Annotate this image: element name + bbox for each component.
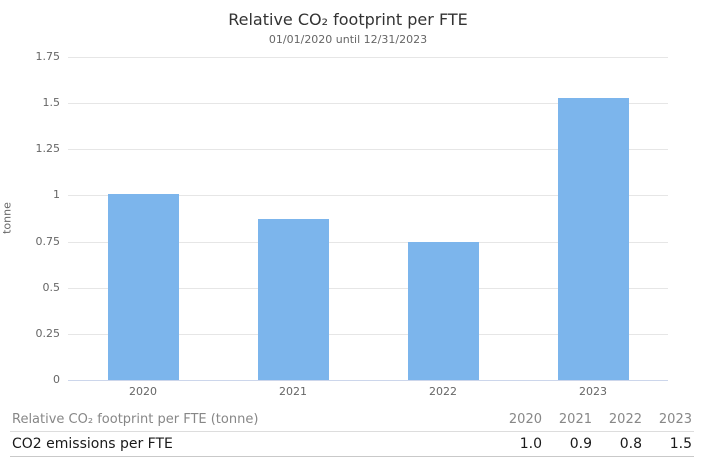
y-tick-label-0: 0 — [53, 373, 60, 386]
y-tick-label-1.75: 1.75 — [35, 50, 61, 63]
gridline-0.75 — [68, 242, 668, 243]
bar-2023[interactable] — [558, 98, 629, 380]
bar-2021[interactable] — [258, 219, 329, 380]
y-tick-label-0.75: 0.75 — [35, 235, 61, 248]
gridline-1.75 — [68, 57, 668, 58]
y-tick-label-1.25: 1.25 — [35, 142, 61, 155]
value-2022: 0.8 — [594, 431, 644, 457]
y-tick-label-0.5: 0.5 — [42, 281, 61, 294]
x-tick-label-2022: 2022 — [429, 385, 457, 398]
chart-subtitle: 01/01/2020 until 12/31/2023 — [268, 33, 428, 46]
value-2021: 0.9 — [544, 431, 594, 457]
gridline-1.25 — [68, 149, 668, 150]
table-header-row: Relative CO₂ footprint per FTE (tonne) 2… — [10, 408, 694, 432]
y-tick-label-1.5: 1.5 — [42, 96, 61, 109]
table-row: CO2 emissions per FTE 1.0 0.9 0.8 1.5 — [10, 431, 694, 457]
value-2020: 1.0 — [494, 431, 544, 457]
value-2023: 1.5 — [644, 431, 694, 457]
x-tick-label-2020: 2020 — [129, 385, 157, 398]
table-header-label: Relative CO₂ footprint per FTE (tonne) — [10, 408, 494, 432]
x-tick-label-2021: 2021 — [279, 385, 307, 398]
bar-2020[interactable] — [108, 194, 179, 380]
bar-2022[interactable] — [408, 242, 479, 380]
plot-area — [68, 57, 668, 381]
column-header-2021: 2021 — [544, 408, 594, 432]
y-axis-title: tonne — [0, 202, 14, 234]
gridline-1.5 — [68, 103, 668, 104]
row-label: CO2 emissions per FTE — [10, 431, 494, 457]
column-header-2022: 2022 — [594, 408, 644, 432]
chart-title: Relative CO₂ footprint per FTE — [228, 10, 468, 29]
co2-bar-chart: Relative CO₂ footprint per FTE 01/01/202… — [0, 10, 668, 398]
column-header-2023: 2023 — [644, 408, 694, 432]
gridline-1 — [68, 195, 668, 196]
column-header-2020: 2020 — [494, 408, 544, 432]
y-tick-label-1: 1 — [53, 188, 60, 201]
gridline-0.25 — [68, 334, 668, 335]
y-tick-label-0.25: 0.25 — [35, 327, 61, 340]
gridline-0.5 — [68, 288, 668, 289]
x-tick-label-2023: 2023 — [579, 385, 607, 398]
summary-table: Relative CO₂ footprint per FTE (tonne) 2… — [10, 408, 694, 457]
